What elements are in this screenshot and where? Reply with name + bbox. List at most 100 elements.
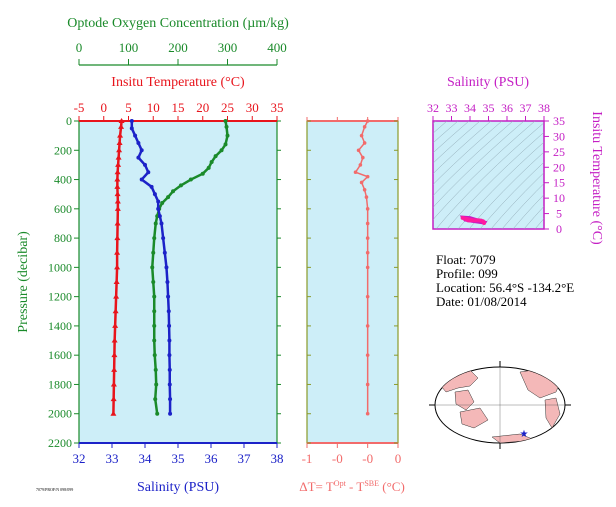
- salinity-tick-label: 36: [205, 451, 219, 466]
- isopycnal-line: [433, 121, 459, 144]
- delta-point: [359, 180, 364, 185]
- oxygen-point: [223, 119, 228, 123]
- temperature-point: [110, 381, 117, 387]
- ts-temperature-title: Insitu Temperature (°C): [589, 111, 604, 245]
- delta-point: [365, 382, 370, 387]
- delta-point: [362, 125, 367, 129]
- temperature-point: [114, 169, 121, 175]
- temperature-point: [111, 366, 118, 372]
- temperature-point: [111, 337, 118, 343]
- temperature-point: [115, 154, 122, 160]
- salinity-point: [164, 265, 169, 270]
- oxygen-tick-label: 300: [218, 40, 238, 55]
- oxygen-point: [213, 154, 218, 159]
- ts-temperature-tick-label: 30: [553, 129, 565, 143]
- pressure-tick-label: 600: [54, 202, 72, 216]
- float-id: Float: 7079: [436, 252, 496, 267]
- pressure-tick-label: 2200: [48, 436, 72, 450]
- oxygen-point: [209, 159, 214, 164]
- ts-temperature-tick-label: 0: [556, 222, 562, 236]
- pressure-tick-label: 1600: [48, 348, 72, 362]
- oxygen-point: [178, 183, 183, 188]
- oxygen-point: [152, 338, 157, 343]
- salinity-tick-label: 32: [73, 451, 86, 466]
- salinity-point: [139, 148, 144, 153]
- temperature-point: [114, 235, 121, 241]
- oxygen-point: [200, 171, 205, 176]
- temperature-point: [113, 293, 120, 299]
- pressure-tick-label: 1000: [48, 260, 72, 274]
- ts-temperature-tick-label: 20: [553, 160, 565, 174]
- isopycnal-line: [433, 121, 481, 164]
- temperature-point: [116, 147, 123, 153]
- delta-point: [365, 411, 370, 416]
- salinity-tick-label: 38: [271, 451, 284, 466]
- temperature-point: [114, 220, 121, 226]
- salinity-point: [161, 236, 166, 241]
- delta-point: [365, 265, 370, 270]
- temperature-tick-label: 15: [172, 100, 185, 115]
- salinity-point: [167, 367, 172, 372]
- salinity-tick-label: 33: [106, 451, 119, 466]
- salinity-point: [166, 294, 171, 299]
- salinity-point: [162, 250, 167, 255]
- salinity-point: [143, 162, 147, 167]
- oxygen-point: [219, 148, 224, 153]
- oxygen-point: [155, 411, 160, 416]
- delta-point: [365, 250, 370, 255]
- delta-point: [365, 353, 370, 357]
- salinity-point: [136, 155, 141, 160]
- salinity-point: [166, 309, 171, 314]
- ts-point: [468, 218, 472, 223]
- pressure-tick-label: 0: [66, 114, 72, 128]
- delta-point: [362, 187, 367, 192]
- oxygen-point: [224, 124, 229, 129]
- temperature-tick-label: 30: [246, 100, 259, 115]
- ts-salinity-tick-label: 33: [446, 101, 458, 115]
- temperature-point: [110, 410, 117, 416]
- temperature-point: [116, 139, 123, 145]
- salinity-point: [156, 199, 161, 204]
- main-plot-area: [78, 120, 278, 444]
- ts-salinity-tick-label: 38: [538, 101, 550, 115]
- world-map: ★: [429, 361, 571, 449]
- salinity-point: [156, 206, 161, 211]
- temperature-point: [114, 176, 121, 182]
- delta-tick-label: -0: [332, 451, 343, 466]
- oxygen-point: [152, 323, 157, 328]
- ts-temperature-tick-label: 35: [553, 114, 565, 128]
- isopycnal-line: [557, 121, 616, 229]
- isopycnal-line: [490, 172, 544, 229]
- ts-point: [464, 217, 469, 222]
- salinity-point: [129, 119, 134, 123]
- ts-salinity-tick-label: 35: [483, 101, 495, 115]
- profile-number: Profile: 099: [436, 266, 498, 281]
- salinity-point: [129, 126, 134, 131]
- oxygen-point: [153, 367, 158, 372]
- temperature-tick-label: -5: [74, 100, 85, 115]
- ts-salinity-tick-label: 32: [427, 101, 439, 115]
- isopycnal-line: [468, 151, 544, 229]
- pressure-tick-label: 400: [54, 173, 72, 187]
- oxygen-point: [223, 142, 228, 147]
- float-location-marker: ★: [520, 429, 529, 440]
- temperature-point: [114, 183, 121, 189]
- pressure-tick-label: 1800: [48, 377, 72, 391]
- salinity-point: [152, 192, 157, 197]
- delta-point: [365, 207, 370, 211]
- isopycnal-line: [433, 121, 492, 174]
- temperature-point: [114, 205, 121, 211]
- ts-temperature-tick-label: 15: [553, 176, 565, 190]
- temperature-point: [118, 123, 125, 129]
- salinity-point: [167, 382, 172, 387]
- oxygen-point: [225, 133, 230, 138]
- delta-point: [358, 163, 363, 167]
- oxygen-point: [152, 294, 157, 299]
- ts-temperature-tick-label: 5: [556, 207, 562, 221]
- pressure-tick-label: 1400: [48, 319, 72, 333]
- delta-point: [365, 174, 370, 179]
- oxygen-point: [151, 280, 156, 284]
- ts-point: [482, 220, 487, 225]
- temperature-point: [115, 161, 122, 167]
